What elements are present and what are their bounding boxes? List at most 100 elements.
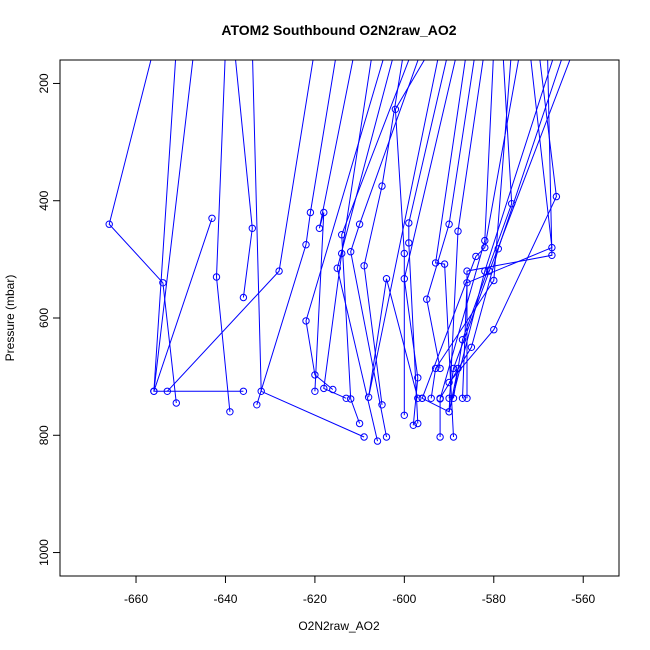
data-point bbox=[360, 433, 368, 441]
data-point bbox=[253, 401, 261, 409]
data-point bbox=[414, 419, 422, 428]
data-point bbox=[423, 295, 431, 303]
data-point bbox=[553, 45, 559, 51]
series-line bbox=[166, 60, 314, 392]
series-line bbox=[305, 60, 384, 390]
data-point bbox=[449, 433, 458, 441]
data-point bbox=[334, 45, 340, 51]
data-point bbox=[490, 326, 498, 334]
profile-series bbox=[445, 60, 571, 402]
series-line bbox=[435, 60, 466, 438]
data-point bbox=[373, 437, 382, 445]
data-point bbox=[509, 45, 515, 51]
series-line bbox=[421, 60, 554, 413]
series-line bbox=[368, 60, 439, 399]
data-layer bbox=[105, 45, 571, 445]
data-point bbox=[315, 224, 324, 233]
data-point bbox=[410, 45, 416, 51]
x-tick-label: -640 bbox=[213, 592, 237, 606]
data-point bbox=[494, 245, 502, 253]
data-point bbox=[414, 374, 422, 382]
x-tick-label: -620 bbox=[303, 592, 327, 606]
data-point bbox=[173, 45, 179, 51]
data-point bbox=[391, 105, 400, 114]
data-point bbox=[257, 387, 265, 395]
profile-series bbox=[445, 45, 561, 387]
profile-series bbox=[427, 45, 515, 402]
data-point bbox=[159, 279, 167, 287]
profile-series bbox=[338, 45, 416, 428]
series-line bbox=[439, 60, 494, 437]
data-point bbox=[548, 251, 556, 260]
data-point bbox=[378, 401, 386, 409]
data-point bbox=[320, 384, 328, 393]
y-tick-label: 400 bbox=[37, 190, 51, 210]
data-point bbox=[544, 45, 550, 51]
data-point bbox=[226, 408, 234, 416]
x-tick-label: -660 bbox=[124, 592, 148, 606]
y-axis-label: Pressure (mbar) bbox=[3, 275, 17, 362]
data-point bbox=[347, 395, 355, 403]
data-point bbox=[370, 45, 376, 51]
profile-series bbox=[311, 45, 358, 395]
profile-series bbox=[105, 45, 181, 407]
data-point bbox=[208, 214, 216, 223]
data-point bbox=[302, 241, 310, 249]
profile-series bbox=[320, 45, 376, 402]
data-point bbox=[312, 45, 318, 51]
data-point bbox=[400, 275, 408, 283]
data-point bbox=[418, 394, 426, 402]
data-point bbox=[458, 394, 467, 402]
series-line bbox=[430, 60, 512, 399]
data-point bbox=[355, 419, 364, 428]
data-point bbox=[151, 45, 157, 51]
data-point bbox=[347, 248, 355, 256]
data-point bbox=[364, 393, 373, 401]
data-point bbox=[329, 385, 337, 394]
profile-series bbox=[302, 45, 389, 394]
data-point bbox=[436, 364, 444, 373]
data-point bbox=[464, 45, 470, 51]
data-point bbox=[490, 276, 498, 285]
series-line bbox=[336, 60, 393, 442]
series-line bbox=[466, 60, 553, 399]
data-point bbox=[222, 45, 228, 51]
series-line bbox=[408, 60, 447, 424]
series-line bbox=[439, 60, 562, 399]
chart-title: ATOM2 Southbound O2N2raw_AO2 bbox=[221, 22, 456, 38]
data-point bbox=[150, 387, 158, 395]
series-line bbox=[421, 60, 520, 399]
y-tick-label: 200 bbox=[37, 73, 51, 93]
series-line bbox=[448, 60, 484, 412]
data-point bbox=[249, 45, 255, 51]
profile-series bbox=[235, 60, 257, 302]
data-point bbox=[405, 239, 413, 247]
data-point bbox=[239, 387, 248, 395]
data-point bbox=[481, 236, 489, 245]
data-point bbox=[360, 262, 368, 270]
data-point bbox=[445, 394, 453, 402]
data-point bbox=[302, 317, 310, 325]
series-line bbox=[341, 60, 410, 424]
data-point bbox=[338, 231, 346, 239]
series-line bbox=[215, 60, 231, 412]
data-point bbox=[382, 275, 391, 283]
profile-series bbox=[333, 60, 393, 445]
profile-series bbox=[364, 60, 439, 402]
x-axis-label: O2N2raw_AO2 bbox=[298, 619, 380, 633]
data-point bbox=[191, 45, 197, 51]
data-point bbox=[352, 45, 358, 51]
series-line bbox=[256, 60, 336, 405]
series-line bbox=[426, 60, 475, 369]
profile-series bbox=[253, 45, 340, 409]
data-point bbox=[445, 408, 453, 416]
data-point bbox=[463, 267, 471, 275]
data-point bbox=[445, 220, 453, 228]
data-point bbox=[535, 45, 541, 51]
profile-series bbox=[400, 60, 456, 429]
data-point bbox=[440, 260, 449, 268]
x-tick-label: -600 bbox=[392, 592, 416, 606]
x-tick-label: -580 bbox=[482, 592, 506, 606]
data-point bbox=[383, 45, 389, 51]
series-line bbox=[323, 60, 372, 399]
